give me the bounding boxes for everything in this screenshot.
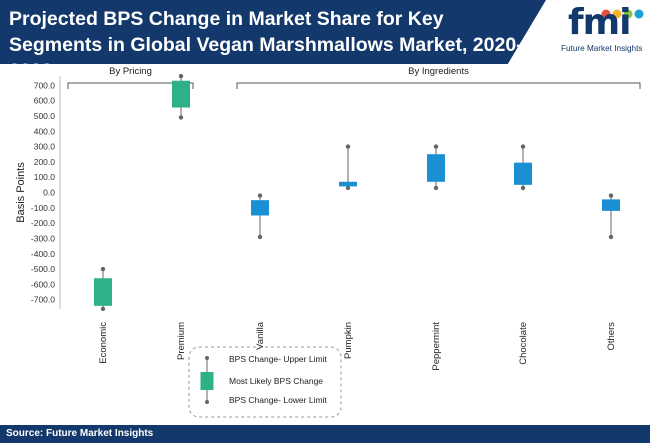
- logo-dot: [601, 9, 611, 19]
- upper-limit-point: [608, 193, 614, 198]
- most-likely-box: [602, 199, 620, 211]
- footer: Source: Future Market Insights: [0, 425, 650, 443]
- x-tick-label: Peppermint: [431, 322, 442, 371]
- lower-limit-point: [178, 115, 184, 120]
- box-premium: [172, 73, 190, 120]
- most-likely-box: [339, 181, 357, 187]
- title-banner: [0, 0, 546, 64]
- y-tick-label: 700.0: [34, 80, 56, 90]
- y-tick-label: -500.0: [31, 264, 55, 274]
- group-bracket: [236, 82, 641, 89]
- y-tick-label: 0.0: [43, 188, 55, 198]
- most-likely-box: [94, 278, 112, 306]
- upper-limit-point: [433, 144, 439, 149]
- y-axis-label: Basis Points: [15, 162, 27, 223]
- logo-caption: Future Market Insights: [561, 44, 643, 53]
- group-label: By Pricing: [109, 66, 152, 77]
- x-tick-label: Economic: [98, 322, 109, 364]
- group-label: By Ingredients: [408, 66, 469, 77]
- upper-limit-point: [100, 266, 106, 272]
- y-tick-label: 500.0: [34, 111, 56, 121]
- logo-dot: [623, 9, 633, 19]
- x-tick-label: Chocolate: [518, 322, 529, 365]
- box-pumpkin: [339, 144, 357, 191]
- y-tick-label: -600.0: [31, 279, 55, 289]
- lower-limit-point: [257, 234, 263, 240]
- legend-lower-point: [205, 400, 209, 404]
- y-tick-label: 600.0: [34, 96, 56, 106]
- most-likely-box: [172, 80, 190, 108]
- lower-limit-point: [345, 185, 351, 191]
- source-note: Source: Future Market Insights: [6, 428, 154, 439]
- logo-dot: [634, 9, 644, 19]
- upper-limit-point: [178, 73, 184, 79]
- legend-entry: BPS Change- Upper Limit: [229, 354, 327, 364]
- most-likely-box: [514, 162, 532, 185]
- y-tick-label: -100.0: [31, 203, 55, 213]
- x-tick-label: Pumpkin: [343, 322, 354, 359]
- y-tick-label: 100.0: [34, 172, 56, 182]
- lower-limit-point: [520, 185, 526, 191]
- box-chocolate: [514, 144, 532, 191]
- logo-mark: fmi: [568, 2, 632, 43]
- logo-dots-icon: [601, 9, 644, 19]
- legend-entry: BPS Change- Lower Limit: [229, 395, 327, 405]
- chart-title: Projected BPS Change in Market Share for…: [9, 8, 523, 82]
- upper-limit-point: [257, 193, 263, 198]
- x-tick-label: Others: [606, 322, 617, 351]
- upper-limit-point: [345, 144, 351, 149]
- legend-border: [188, 346, 342, 418]
- group-bracket: [67, 82, 194, 89]
- box-vanilla: [251, 193, 269, 240]
- legend-entry: Most Likely BPS Change: [229, 376, 323, 386]
- box-peppermint: [427, 144, 445, 191]
- y-tick-label: -300.0: [31, 233, 55, 243]
- box-others: [602, 193, 620, 240]
- legend: BPS Change- Upper Limit Most Likely BPS C…: [188, 346, 342, 418]
- lower-limit-point: [100, 306, 106, 312]
- y-tick-label: 300.0: [34, 142, 56, 152]
- y-tick-label: -700.0: [31, 295, 55, 305]
- y-tick-label: 200.0: [34, 157, 56, 167]
- y-tick-label: -400.0: [31, 249, 55, 259]
- x-tick-label: Vanilla: [255, 321, 266, 350]
- header: Projected BPS Change in Market Share for…: [0, 0, 650, 82]
- y-tick-label: 400.0: [34, 126, 56, 136]
- logo-dot: [612, 9, 622, 19]
- lower-limit-point: [608, 234, 614, 240]
- lower-limit-point: [433, 185, 439, 191]
- company-logo: fmi Future Market Insights: [560, 2, 646, 60]
- x-tick-label: Premium: [176, 322, 187, 360]
- legend-upper-point: [205, 356, 209, 360]
- upper-limit-point: [520, 144, 526, 149]
- y-tick-label: -200.0: [31, 218, 55, 228]
- box-economic: [94, 266, 112, 312]
- legend-box: [200, 372, 214, 390]
- box-chart: -700.0 -600.0 -500.0 -400.0 -300.0 -200.0 -100…: [15, 66, 641, 418]
- most-likely-box: [251, 200, 269, 216]
- most-likely-box: [427, 154, 445, 182]
